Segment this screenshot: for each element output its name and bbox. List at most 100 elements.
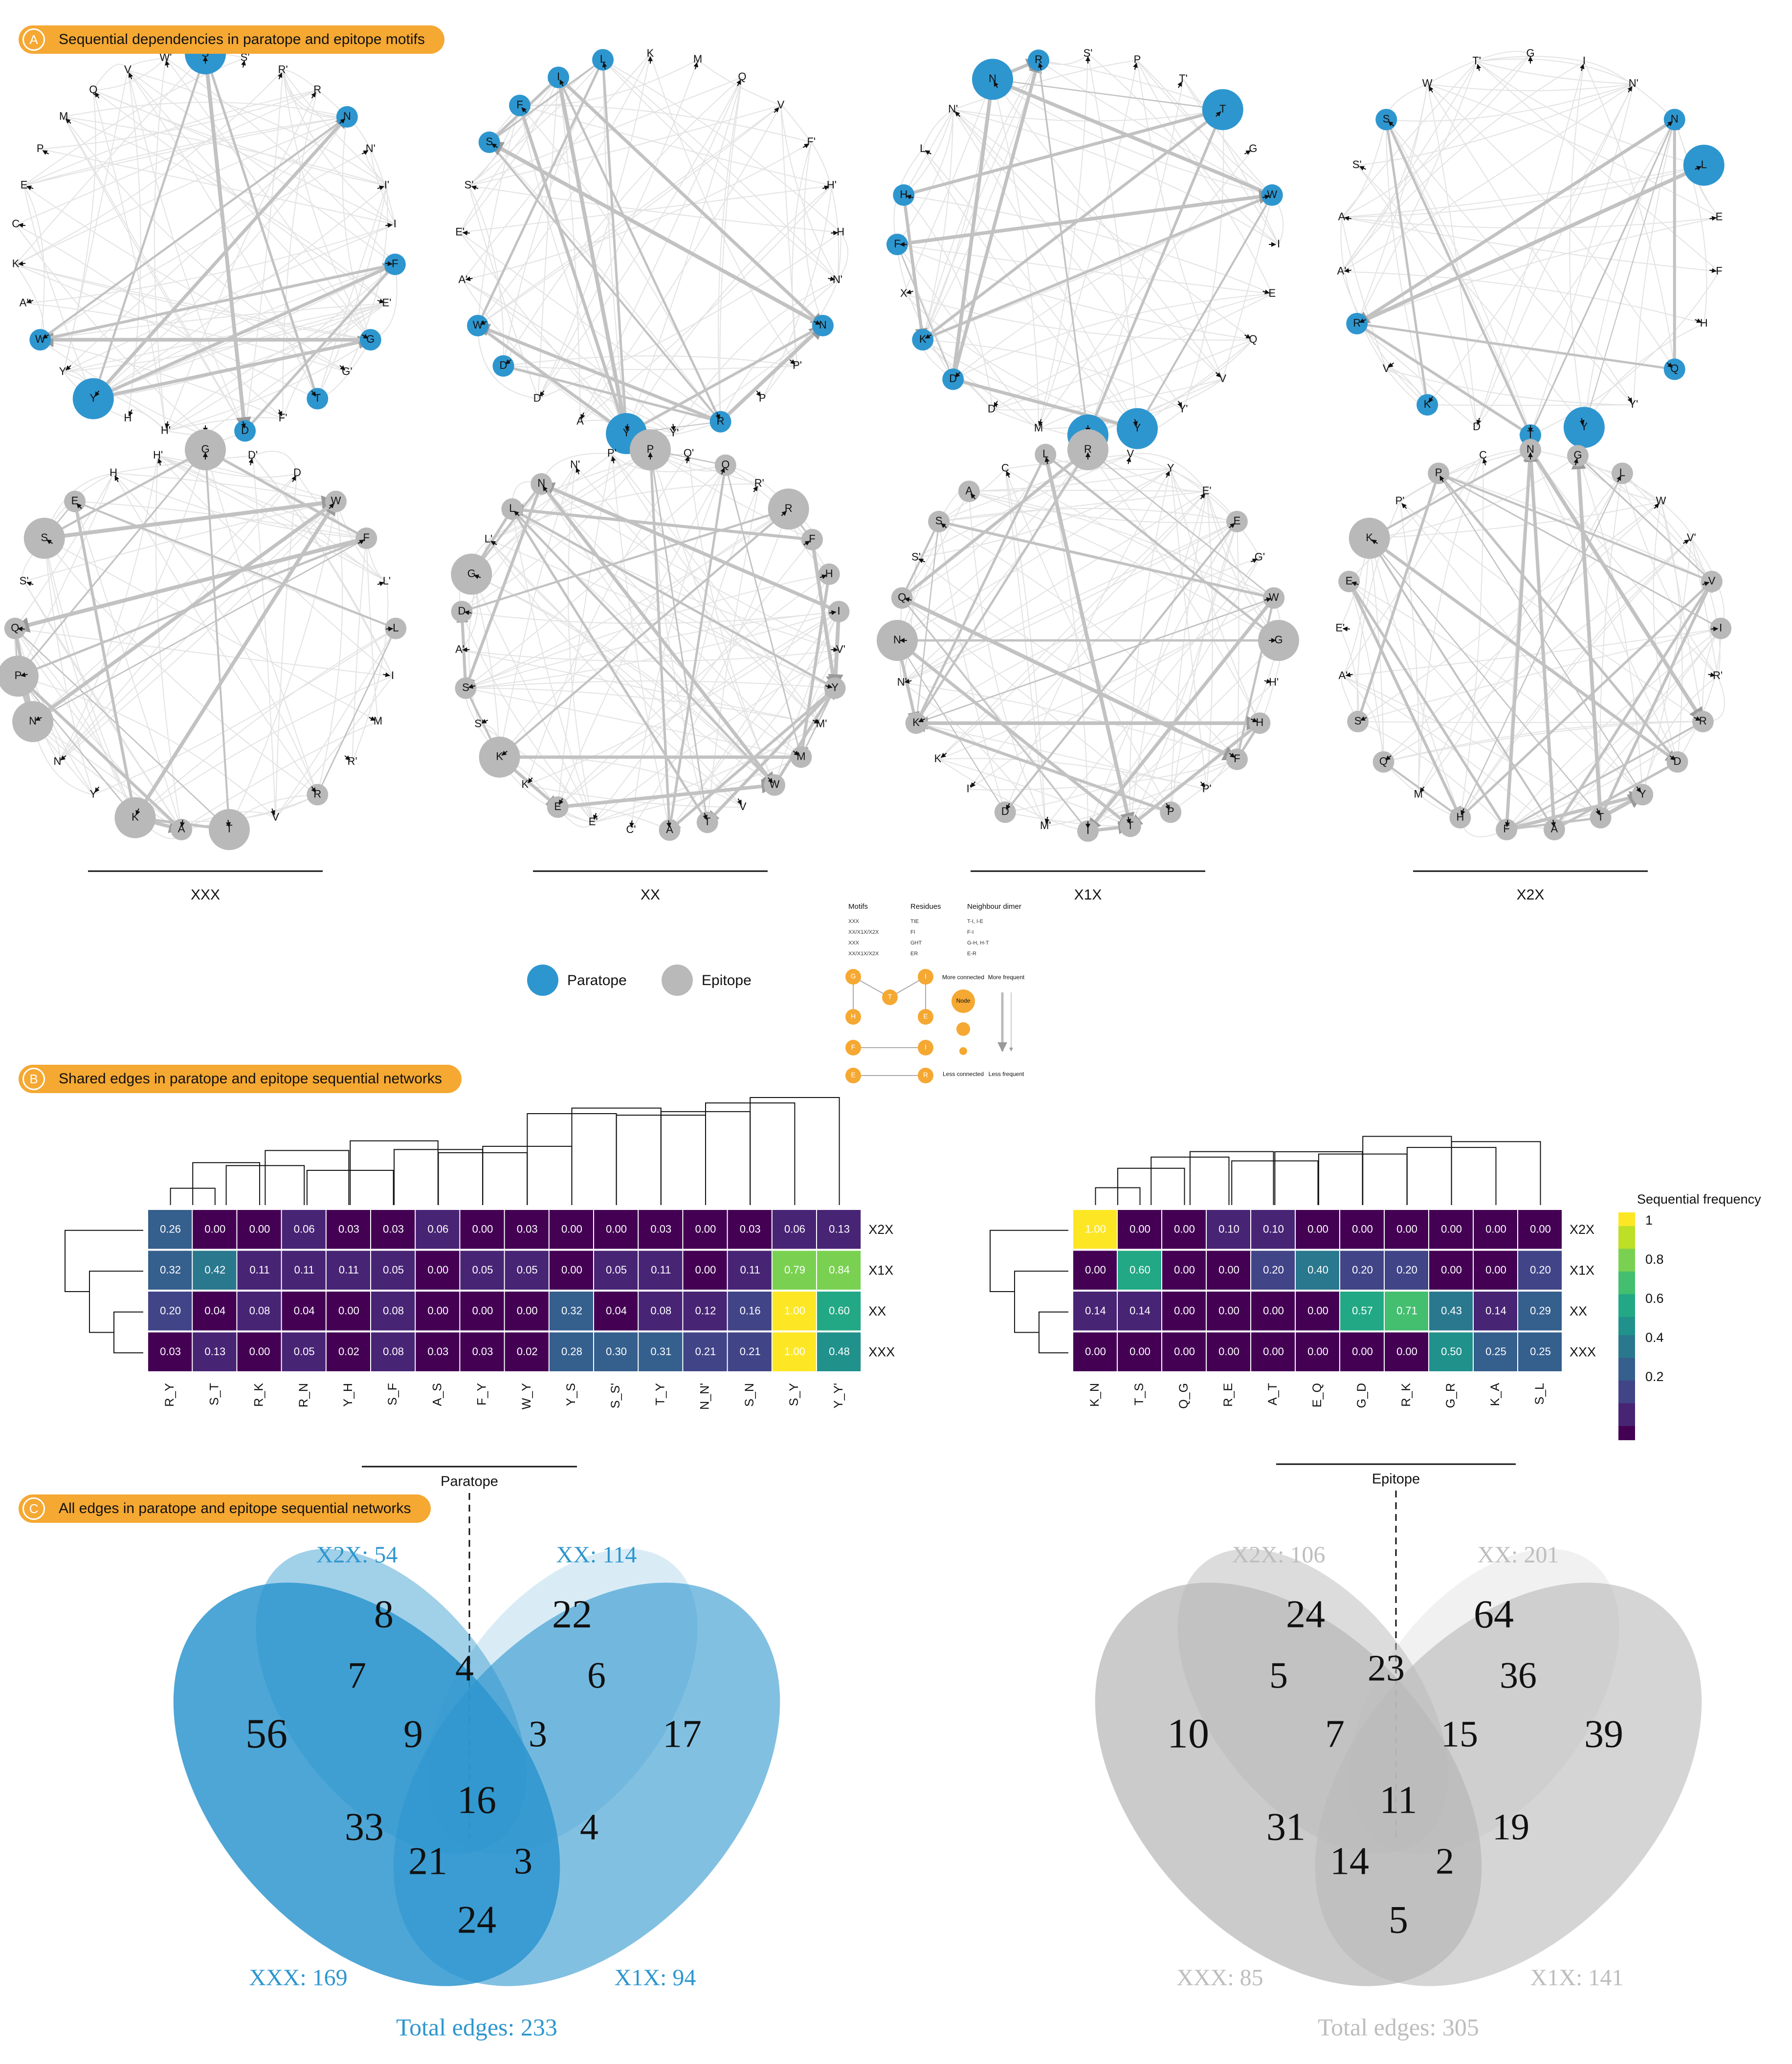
inset-less-frequent: Less frequent (989, 1071, 1024, 1077)
heatmap-cell-label: 0.05 (294, 1345, 315, 1358)
network-edge (468, 77, 559, 186)
network-node: D (1666, 751, 1688, 773)
network-edge (903, 109, 954, 196)
network-edge-strong (896, 244, 954, 380)
network-node-label: R (313, 788, 321, 800)
venn-set-ellipse (1177, 1549, 1448, 1854)
venn-set-label: XX: 114 (556, 1542, 637, 1568)
venn-region-count: 36 (1500, 1655, 1537, 1696)
network-edge-strong (1348, 581, 1462, 819)
network-node: G (185, 429, 226, 470)
network-node-arrow (26, 299, 34, 304)
network-node-label: Y' (669, 427, 679, 439)
inset-more-connected: More connected (942, 974, 984, 981)
network-node-label: W (770, 778, 780, 790)
network-edge (23, 185, 94, 399)
network-edge (1460, 538, 1692, 818)
network-node-circle (1710, 617, 1732, 639)
heatmap-cell (1385, 1251, 1428, 1290)
network-node-arrow (1244, 334, 1251, 339)
heatmap-cell-label: 0.00 (1307, 1345, 1328, 1358)
heatmap-cell-label: 1.00 (784, 1345, 805, 1358)
network-node-label: K' (522, 778, 531, 790)
network-edge (902, 682, 1046, 827)
heatmap-cell (639, 1292, 683, 1331)
network-node-label: A' (455, 643, 465, 656)
colorbar-step (1618, 1344, 1635, 1349)
network-node: R (1067, 429, 1108, 470)
network-edge-strong (518, 105, 629, 435)
network-node-arrow (94, 390, 100, 397)
network-node-arrow (241, 60, 246, 68)
network-edge (465, 611, 839, 689)
network-node: T' (1177, 72, 1188, 88)
inset-node (882, 989, 898, 1005)
network-edge (1339, 628, 1359, 722)
network-edge (674, 325, 823, 434)
network-edge (1427, 84, 1634, 405)
network-node-arrow (1476, 417, 1482, 425)
network-edge (127, 70, 141, 419)
network-node: D (291, 466, 301, 483)
heatmap-row-label: XXX (1570, 1344, 1596, 1359)
network-node-label: T (1219, 103, 1226, 115)
network-node-label: R (1035, 53, 1042, 66)
network-edge (366, 538, 378, 722)
network-node: Y (1563, 407, 1605, 448)
heatmap-cell-label: 0.14 (1085, 1305, 1106, 1317)
heatmap-cell-label: 0.04 (294, 1305, 315, 1317)
heatmap-cell (594, 1251, 638, 1290)
network-edge (593, 649, 841, 823)
network-edge (1476, 119, 1675, 428)
network-edge (519, 105, 627, 434)
network-edge (992, 293, 1272, 410)
network-edge-strong (1369, 448, 1531, 540)
venn-region-count: 22 (552, 1592, 592, 1636)
network-edge (23, 224, 396, 304)
heatmap-cell (594, 1292, 638, 1331)
heatmap-cell-label: 0.14 (1485, 1305, 1506, 1317)
network-node-label: I (394, 218, 397, 230)
network-edge (459, 77, 559, 233)
network-node: I (385, 218, 397, 230)
network-node-arrow (1351, 581, 1359, 586)
network-edge (165, 90, 318, 431)
network-edge (1677, 628, 1722, 763)
network-edge (477, 105, 781, 326)
network-node-arrow (471, 185, 479, 190)
network-node-arrow (793, 750, 799, 756)
network-edge-strong (1355, 118, 1676, 325)
network-node: E (1709, 210, 1723, 222)
network-node-circle (1067, 429, 1108, 470)
network-node-arrow (1229, 523, 1236, 528)
network-node-label: W (331, 495, 341, 507)
network-edge (44, 538, 136, 818)
colorbar-step (1618, 1280, 1635, 1286)
network-edge (1569, 61, 1585, 428)
network-edge (15, 116, 348, 265)
network-node-arrow (60, 755, 66, 761)
network-edge-strong (1506, 791, 1644, 832)
network-edge-strong (1599, 580, 1713, 818)
network-edge (165, 57, 371, 340)
venn-total: Total edges: 233 (396, 2013, 557, 2041)
heatmap-cell (416, 1332, 460, 1371)
venn-region-count: 19 (1492, 1806, 1529, 1847)
network-node-circle (886, 234, 908, 255)
network-node: Y (1632, 784, 1654, 806)
heatmap-cell-label: 0.11 (651, 1264, 671, 1276)
network-node-arrow (1244, 150, 1251, 155)
network-edge (165, 303, 387, 432)
network-edge-strong (773, 687, 837, 786)
network-node-arrow (1627, 396, 1633, 403)
network-node-label: Y (89, 788, 97, 800)
network-node: E' (589, 812, 598, 828)
heatmap-cell-label: 0.11 (740, 1264, 760, 1276)
network-node-circle (1347, 711, 1369, 733)
network-edge-strong (1438, 473, 1643, 795)
network-edge-strong (499, 508, 790, 758)
network-node-arrow (1359, 166, 1366, 171)
network-node-arrow (539, 390, 545, 397)
network-node: H (831, 225, 844, 238)
network-edge-strong (201, 449, 230, 830)
